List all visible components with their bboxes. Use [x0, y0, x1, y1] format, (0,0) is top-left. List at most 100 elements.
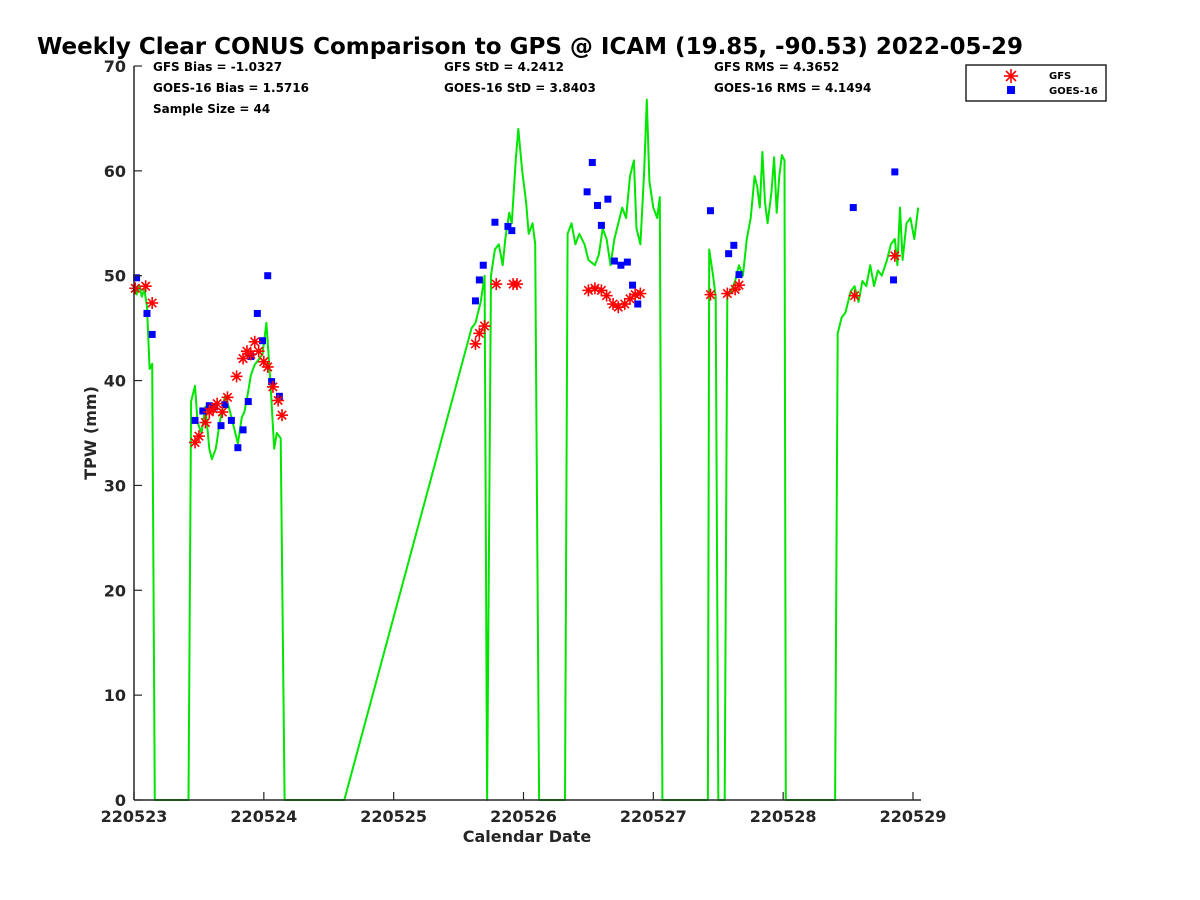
stat-goes-bias: GOES-16 Bias = 1.5716: [153, 81, 309, 95]
stats-block: GFS Bias = -1.0327 GOES-16 Bias = 1.5716…: [153, 60, 871, 116]
goes-point: [475, 276, 483, 284]
gfs-point: [733, 279, 746, 292]
x-tick-label: 220529: [880, 807, 947, 826]
y-tick-label: 50: [104, 267, 126, 286]
gfs-point: [469, 337, 482, 350]
stat-goes-std: GOES-16 StD = 3.8403: [444, 81, 596, 95]
goes-point: [227, 416, 235, 424]
goes-point: [244, 398, 252, 406]
goes-point: [259, 337, 267, 345]
gfs-point: [139, 280, 152, 293]
stat-sample-size: Sample Size = 44: [153, 102, 270, 116]
x-tick-label: 220524: [230, 807, 297, 826]
stat-gfs-rms: GFS RMS = 4.3652: [714, 60, 839, 74]
goes-point: [891, 168, 899, 176]
gfs-point: [478, 320, 491, 333]
goes-point: [133, 274, 141, 282]
goes-point: [491, 218, 499, 226]
gfs-point: [490, 278, 503, 291]
gfs-point: [848, 289, 861, 302]
gfs-point: [189, 436, 202, 449]
x-tick-label: 220525: [360, 807, 427, 826]
y-tick-label: 30: [104, 476, 126, 495]
stat-gfs-bias: GFS Bias = -1.0327: [153, 60, 282, 74]
gps-line-layer: [133, 98, 920, 801]
gfs-point: [129, 282, 142, 295]
x-axis-label: Calendar Date: [463, 827, 592, 846]
axes: 0 10 20 30 40 50 60 70 220523 220524 220525 220526 2…: [101, 57, 947, 826]
goes-point: [508, 227, 516, 235]
legend-goes-square-icon: [1007, 86, 1015, 94]
stat-goes-rms: GOES-16 RMS = 4.1494: [714, 81, 871, 95]
goes-point: [239, 426, 247, 434]
goes-point: [583, 188, 591, 196]
goes-point: [597, 221, 605, 229]
marker-layer: [129, 158, 901, 452]
goes-point: [143, 309, 151, 317]
gfs-point: [272, 394, 285, 407]
goes-point: [588, 158, 596, 166]
gps-series-line: [133, 98, 920, 801]
goes-point: [604, 195, 612, 203]
gfs-point: [216, 406, 229, 419]
goes-point: [735, 271, 743, 279]
legend-box: [965, 64, 1107, 102]
legend-gfs-asterisk-icon: [1004, 69, 1018, 83]
gfs-point: [266, 380, 279, 393]
goes-point: [471, 297, 479, 305]
goes-point: [275, 392, 283, 400]
goes-point: [199, 407, 207, 415]
gfs-point: [146, 296, 159, 309]
x-tick-label: 220526: [490, 807, 557, 826]
gfs-point: [704, 288, 717, 301]
gfs-point: [199, 416, 212, 429]
y-tick-label: 10: [104, 686, 126, 705]
goes-point: [264, 272, 272, 280]
goes-point: [479, 261, 487, 269]
goes-point: [634, 300, 642, 308]
y-tick-label: 0: [115, 791, 126, 810]
x-tick-label: 220523: [101, 807, 168, 826]
gfs-point: [221, 391, 234, 404]
gfs-point: [511, 278, 524, 291]
goes-point: [253, 309, 261, 317]
gfs-point: [634, 287, 647, 300]
goes-point: [594, 201, 602, 209]
goes-point: [504, 222, 512, 230]
goes-point: [191, 416, 199, 424]
gfs-point: [252, 345, 265, 358]
y-tick-label: 70: [104, 57, 126, 76]
goes-point: [725, 250, 733, 258]
gfs-point: [888, 249, 901, 262]
y-tick-label: 20: [104, 581, 126, 600]
x-tick-label: 220527: [620, 807, 687, 826]
goes-point: [234, 444, 242, 452]
goes-point: [221, 401, 229, 409]
y-tick-label: 40: [104, 372, 126, 391]
goes-point: [217, 422, 225, 430]
stat-gfs-std: GFS StD = 4.2412: [444, 60, 564, 74]
legend-label-gfs: GFS: [1049, 71, 1071, 82]
x-tick-label: 220528: [750, 807, 817, 826]
gfs-point: [248, 335, 261, 348]
goes-point: [629, 281, 637, 289]
y-axis-label: TPW (mm): [81, 386, 100, 480]
gfs-point: [473, 327, 486, 340]
goes-point: [148, 330, 156, 338]
goes-point: [623, 258, 631, 266]
goes-point: [610, 257, 618, 265]
gfs-point: [600, 289, 613, 302]
legend: GFS GOES-16: [965, 64, 1107, 102]
gfs-point: [261, 360, 274, 373]
goes-point: [849, 204, 857, 212]
legend-label-goes: GOES-16: [1049, 86, 1098, 97]
goes-point: [706, 207, 714, 215]
gfs-point: [276, 409, 289, 422]
gfs-point: [230, 370, 243, 383]
goes-point: [730, 241, 738, 249]
y-tick-label: 60: [104, 162, 126, 181]
gfs-point: [211, 397, 224, 410]
gfs-point: [192, 430, 205, 443]
plot-area: 0 10 20 30 40 50 60 70 220523 220524 220525 220526 2…: [101, 57, 947, 826]
